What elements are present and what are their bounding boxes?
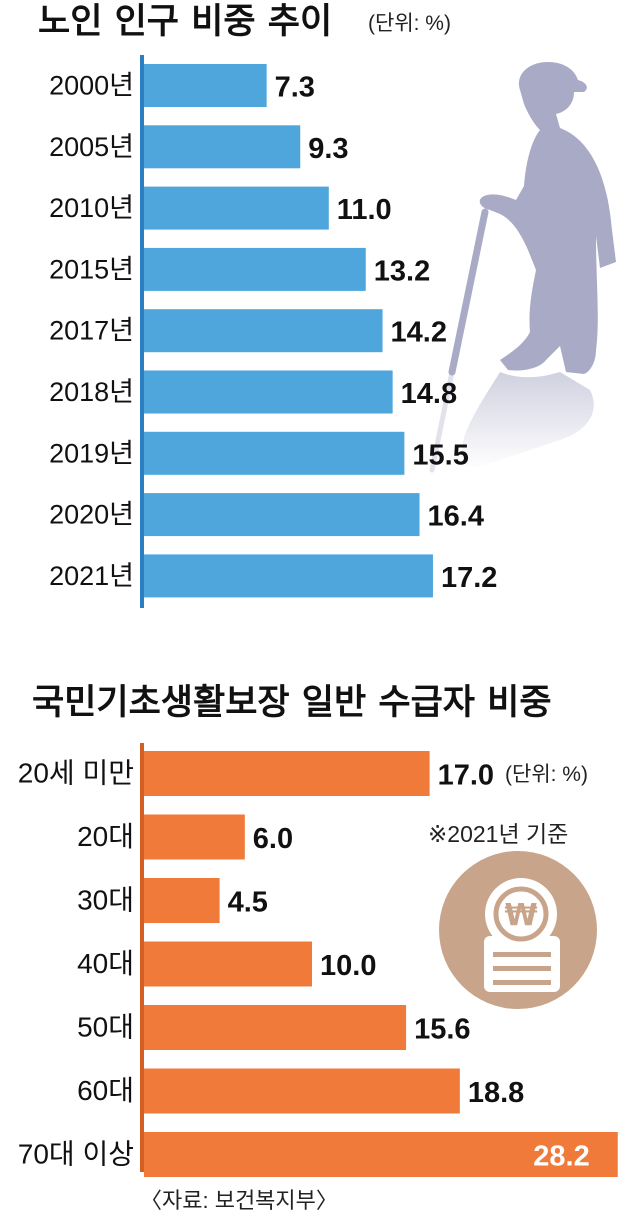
bar — [144, 64, 267, 107]
value-label: 11.0 — [337, 194, 392, 226]
value-label: 9.3 — [308, 133, 348, 165]
value-label: 28.2 — [533, 1141, 589, 1173]
category-label: 2005년 — [49, 132, 134, 162]
cane — [448, 208, 489, 376]
bar — [144, 431, 405, 475]
value-label: 13.2 — [374, 255, 430, 287]
bill-line — [493, 952, 551, 957]
category-label: 30대 — [77, 885, 134, 916]
woman-body — [479, 62, 616, 374]
value-label: 18.8 — [468, 1077, 524, 1109]
bar — [144, 1132, 618, 1177]
bill-stack — [484, 936, 560, 992]
category-label: 40대 — [77, 948, 134, 979]
chart2-title: 국민기초생활보장 일반 수급자 비중 — [32, 683, 552, 723]
value-label: 6.0 — [253, 823, 293, 855]
value-label: 14.8 — [401, 378, 457, 410]
elderly-woman-with-cane-icon — [429, 62, 616, 473]
category-label: 2015년 — [49, 254, 134, 284]
category-label: 70대 이상 — [18, 1139, 134, 1170]
value-label: 14.2 — [391, 317, 447, 349]
chart2-unit: (단위: %) — [505, 763, 588, 786]
category-label: 50대 — [77, 1012, 134, 1043]
bar — [144, 878, 220, 923]
won-symbol: ₩ — [504, 898, 537, 933]
shadow-reflection — [461, 372, 594, 470]
cane-reflection — [429, 369, 455, 473]
value-label: 17.0 — [438, 760, 494, 792]
chart2-axis-line — [140, 743, 144, 1172]
bar — [144, 751, 430, 796]
source-note: 〈자료: 보건복지부〉 — [140, 1188, 338, 1213]
category-label: 2010년 — [49, 193, 134, 223]
bar — [144, 125, 301, 169]
coin-inner-ring — [493, 886, 549, 942]
category-label: 2018년 — [49, 377, 134, 407]
chart2-plot: 20세 미만 17.0 20대 6.0 30대 4.5 40대 10.0 50대 15.6 60대 1… — [18, 743, 618, 1177]
value-label: 7.3 — [275, 72, 315, 104]
bill-line — [493, 980, 551, 985]
value-label: 15.6 — [414, 1014, 470, 1046]
category-label: 20대 — [77, 821, 134, 852]
bar — [144, 493, 420, 537]
category-label: 2020년 — [49, 500, 134, 530]
value-label: 4.5 — [228, 887, 268, 919]
chart1-unit: (단위: %) — [368, 12, 451, 35]
bar — [144, 554, 433, 598]
chart1-plot: 2000년 7.3 2005년 9.3 2010년 11.0 2015년 13.2 2017년 1… — [49, 55, 497, 608]
value-label: 10.0 — [320, 950, 376, 982]
chart1-axis-line — [140, 55, 144, 608]
value-label: 15.5 — [412, 439, 468, 471]
bar — [144, 247, 366, 291]
bar — [144, 370, 393, 414]
bar — [144, 186, 329, 230]
category-label: 2019년 — [49, 438, 134, 468]
category-label: 20세 미만 — [18, 758, 134, 789]
value-label: 17.2 — [441, 562, 497, 594]
chart2-note: ※2021년 기준 — [428, 821, 568, 847]
bar — [144, 814, 245, 860]
category-label: 2021년 — [49, 561, 134, 591]
value-label: 16.4 — [428, 501, 484, 533]
won-coin-stack-icon: ₩ — [439, 851, 597, 1009]
category-label: 2017년 — [49, 316, 134, 346]
bar — [144, 941, 312, 987]
bar — [144, 1068, 460, 1114]
chart1-title: 노인 인구 비중 추이 — [38, 2, 332, 42]
bill-line — [493, 966, 551, 971]
category-label: 2000년 — [49, 71, 134, 101]
category-label: 60대 — [77, 1075, 134, 1106]
bar — [144, 309, 383, 353]
bar — [144, 1005, 407, 1050]
